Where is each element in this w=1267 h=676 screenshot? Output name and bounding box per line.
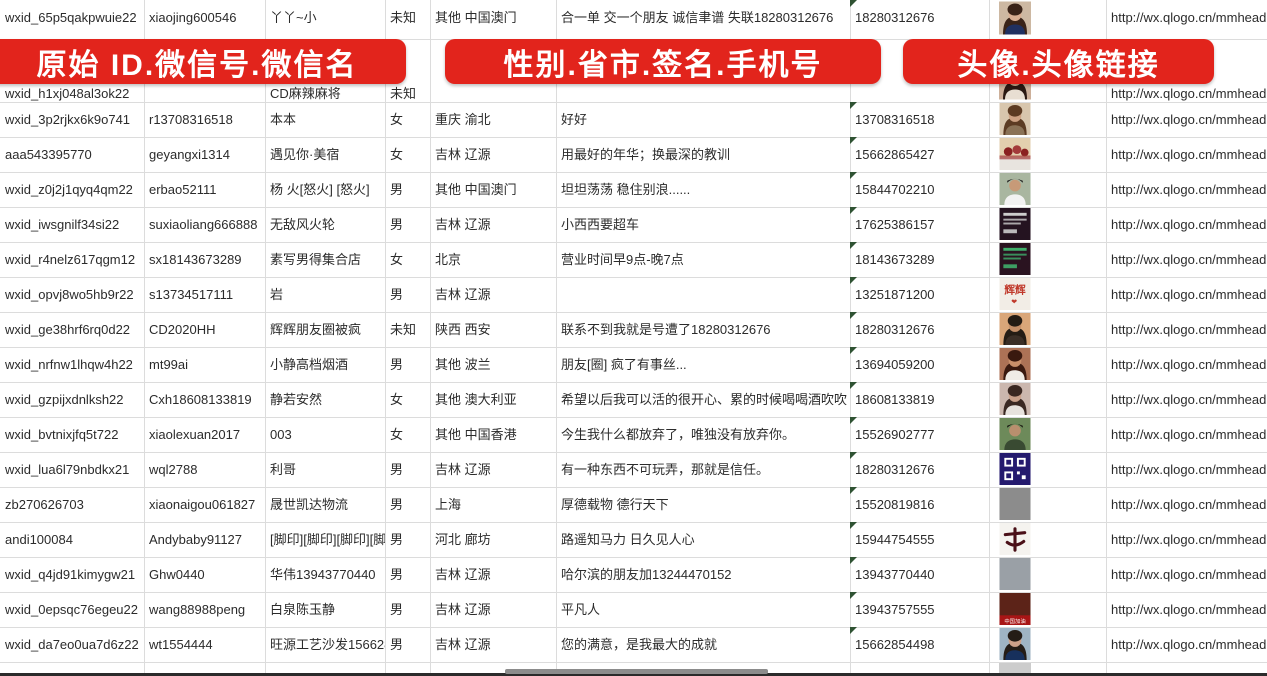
svg-text:❤ ‍: ❤ ‍: [1011, 299, 1019, 306]
svg-text:辉辉: 辉辉: [1004, 284, 1026, 297]
svg-text:中国加油: 中国加油: [1004, 617, 1025, 625]
